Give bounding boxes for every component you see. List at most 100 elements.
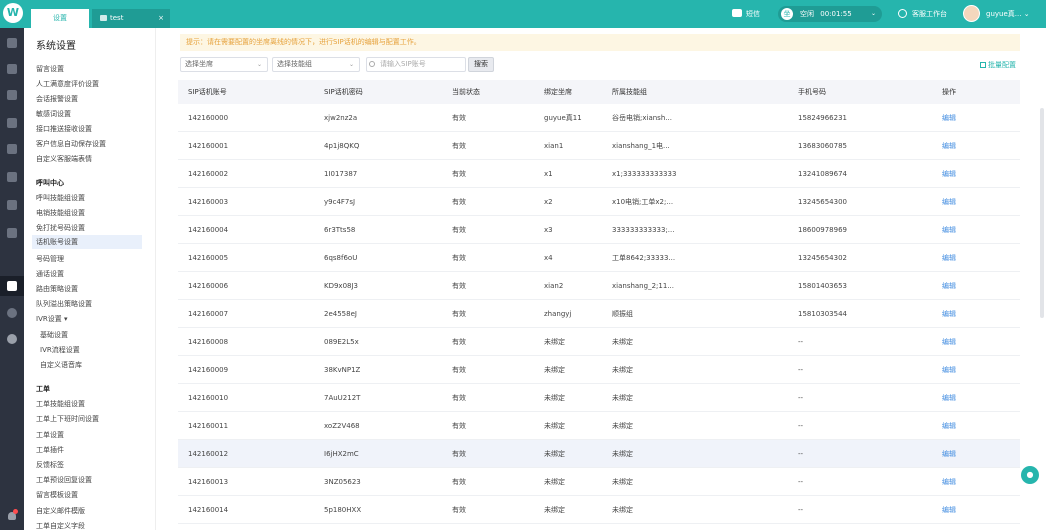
menu-item[interactable]: 客户信息自动保存设置 — [36, 140, 106, 148]
header-sip-password: SIP话机密码 — [324, 88, 363, 96]
menu-item[interactable]: 基础设置 — [40, 331, 68, 339]
menu-item[interactable]: 留言设置 — [36, 65, 64, 73]
cell-sip-password: 3NZ05623 — [324, 478, 361, 486]
cell-phone: -- — [798, 506, 804, 514]
menu-item[interactable]: 留言模板设置 — [36, 491, 78, 499]
cell-status: 有效 — [452, 478, 466, 486]
edit-link[interactable]: 编辑 — [942, 394, 956, 402]
edit-link[interactable]: 编辑 — [942, 142, 956, 150]
menu-item[interactable]: 自定义语音库 — [40, 361, 82, 369]
chevron-down-icon: ⌄ — [256, 61, 262, 68]
settings-icon[interactable] — [7, 281, 17, 291]
home-icon[interactable] — [7, 38, 17, 48]
status-icon: 坐 — [781, 8, 793, 20]
menu-item[interactable]: 通话设置 — [36, 270, 64, 278]
agent-status-dropdown[interactable]: 坐 空闲 00:01:55 ⌄ — [778, 6, 882, 22]
seat-select[interactable]: 选择坐席 ⌄ — [180, 57, 268, 72]
cell-skill-group: xianshang_1电... — [612, 142, 670, 150]
edit-link[interactable]: 编辑 — [942, 366, 956, 374]
menu-item[interactable]: IVR设置 ▾ — [36, 315, 68, 323]
cell-phone: 15801403653 — [798, 282, 847, 290]
menu-item[interactable]: 电销技能组设置 — [36, 209, 85, 217]
edit-link[interactable]: 编辑 — [942, 506, 956, 514]
table-row: 142160011 xoZ2V468 有效 未绑定 未绑定 -- 编辑 — [178, 412, 1020, 440]
edit-link[interactable]: 编辑 — [942, 450, 956, 458]
chart-icon[interactable] — [7, 200, 17, 210]
circle-icon[interactable] — [7, 308, 17, 318]
menu-item[interactable]: 号码管理 — [36, 255, 64, 263]
edit-link[interactable]: 编辑 — [942, 114, 956, 122]
tab-doc-icon — [100, 15, 107, 21]
search-button[interactable]: 搜索 — [468, 57, 494, 72]
cell-sip-password: 38KvNP1Z — [324, 366, 361, 374]
menu-item[interactable]: 话机账号设置 — [32, 235, 142, 249]
edit-link[interactable]: 编辑 — [942, 170, 956, 178]
cell-sip-account: 142160005 — [188, 254, 229, 262]
skill-group-select[interactable]: 选择技能组 ⌄ — [272, 57, 360, 72]
menu-item[interactable]: 工单插件 — [36, 446, 64, 454]
menu-item[interactable]: 自定义客服端表情 — [36, 155, 92, 163]
edit-link[interactable]: 编辑 — [942, 478, 956, 486]
grid-icon[interactable] — [7, 64, 17, 74]
table-scrollbar[interactable] — [1040, 108, 1044, 318]
avatar[interactable] — [963, 5, 980, 22]
cell-bound-seat: 未绑定 — [544, 450, 565, 458]
info-icon[interactable] — [7, 334, 17, 344]
table-row: 142160000 xjw2nz2a 有效 guyue真11 谷岳电销;xiansh..… — [178, 104, 1020, 132]
bell-icon[interactable] — [8, 512, 16, 520]
edit-link[interactable]: 编辑 — [942, 254, 956, 262]
menu-item[interactable]: 接口推送接收设置 — [36, 125, 92, 133]
menu-item[interactable]: 人工满意度评价设置 — [36, 80, 99, 88]
menu-item[interactable]: IVR流程设置 — [40, 346, 80, 354]
table-header: SIP话机账号 SIP话机密码 当前状态 绑定坐席 所属技能组 手机号码 操作 — [178, 80, 1020, 104]
menu-item[interactable]: 反馈标签 — [36, 461, 64, 469]
cell-bound-seat: 未绑定 — [544, 394, 565, 402]
phone-icon[interactable] — [7, 118, 17, 128]
chat-bubble-icon[interactable]: ● — [1021, 466, 1039, 484]
batch-config-button[interactable]: 批量配置 — [980, 60, 1016, 70]
cell-bound-seat: 未绑定 — [544, 506, 565, 514]
cell-skill-group: 未绑定 — [612, 394, 633, 402]
sms-button[interactable]: 短信 — [732, 0, 760, 28]
menu-item[interactable]: 工单预设回复设置 — [36, 476, 92, 484]
cell-bound-seat: x4 — [544, 254, 553, 262]
edit-link[interactable]: 编辑 — [942, 422, 956, 430]
cell-sip-password: xjw2nz2a — [324, 114, 358, 122]
menu-item[interactable]: 自定义邮件模版 — [36, 507, 85, 515]
close-icon[interactable]: × — [158, 14, 164, 22]
cell-status: 有效 — [452, 422, 466, 430]
menu-item[interactable]: 队列溢出策略设置 — [36, 300, 92, 308]
sip-search-input[interactable]: 请输入SIP账号 — [366, 57, 466, 72]
menu-item[interactable]: 工单自定义字段 — [36, 522, 85, 530]
workbench-link[interactable]: 客服工作台 — [898, 0, 947, 28]
edit-link[interactable]: 编辑 — [942, 310, 956, 318]
tab-settings[interactable]: 设置 — [31, 9, 89, 28]
menu-item[interactable]: 工单设置 — [36, 431, 64, 439]
menu-item[interactable]: 免打扰号码设置 — [36, 224, 85, 232]
cell-sip-account: 142160008 — [188, 338, 229, 346]
cell-skill-group: 未绑定 — [612, 338, 633, 346]
chat-icon[interactable] — [7, 144, 17, 154]
user-icon[interactable] — [7, 172, 17, 182]
table-row: 142160012 I6jHX2mC 有效 未绑定 未绑定 -- 编辑 — [178, 440, 1020, 468]
tab-settings-label: 设置 — [53, 14, 67, 22]
menu-item[interactable]: 会话报警设置 — [36, 95, 78, 103]
edit-link[interactable]: 编辑 — [942, 282, 956, 290]
doc-icon[interactable] — [7, 90, 17, 100]
tab-test[interactable]: test × — [92, 9, 170, 28]
edit-link[interactable]: 编辑 — [942, 226, 956, 234]
edit-link[interactable]: 编辑 — [942, 338, 956, 346]
menu-item[interactable]: 工单上下班时间设置 — [36, 415, 99, 423]
cell-status: 有效 — [452, 170, 466, 178]
cell-phone: 15824966231 — [798, 114, 847, 122]
cell-phone: 15810303544 — [798, 310, 847, 318]
menu-item[interactable]: 呼叫技能组设置 — [36, 194, 85, 202]
menu-item[interactable]: 工单技能组设置 — [36, 400, 85, 408]
search-icon[interactable] — [7, 228, 17, 238]
cell-bound-seat: 未绑定 — [544, 366, 565, 374]
menu-item[interactable]: 敏感词设置 — [36, 110, 71, 118]
app-logo[interactable]: W — [3, 3, 23, 23]
user-menu[interactable]: guyue真... ⌄ — [986, 0, 1030, 28]
edit-link[interactable]: 编辑 — [942, 198, 956, 206]
menu-item[interactable]: 路由策略设置 — [36, 285, 78, 293]
